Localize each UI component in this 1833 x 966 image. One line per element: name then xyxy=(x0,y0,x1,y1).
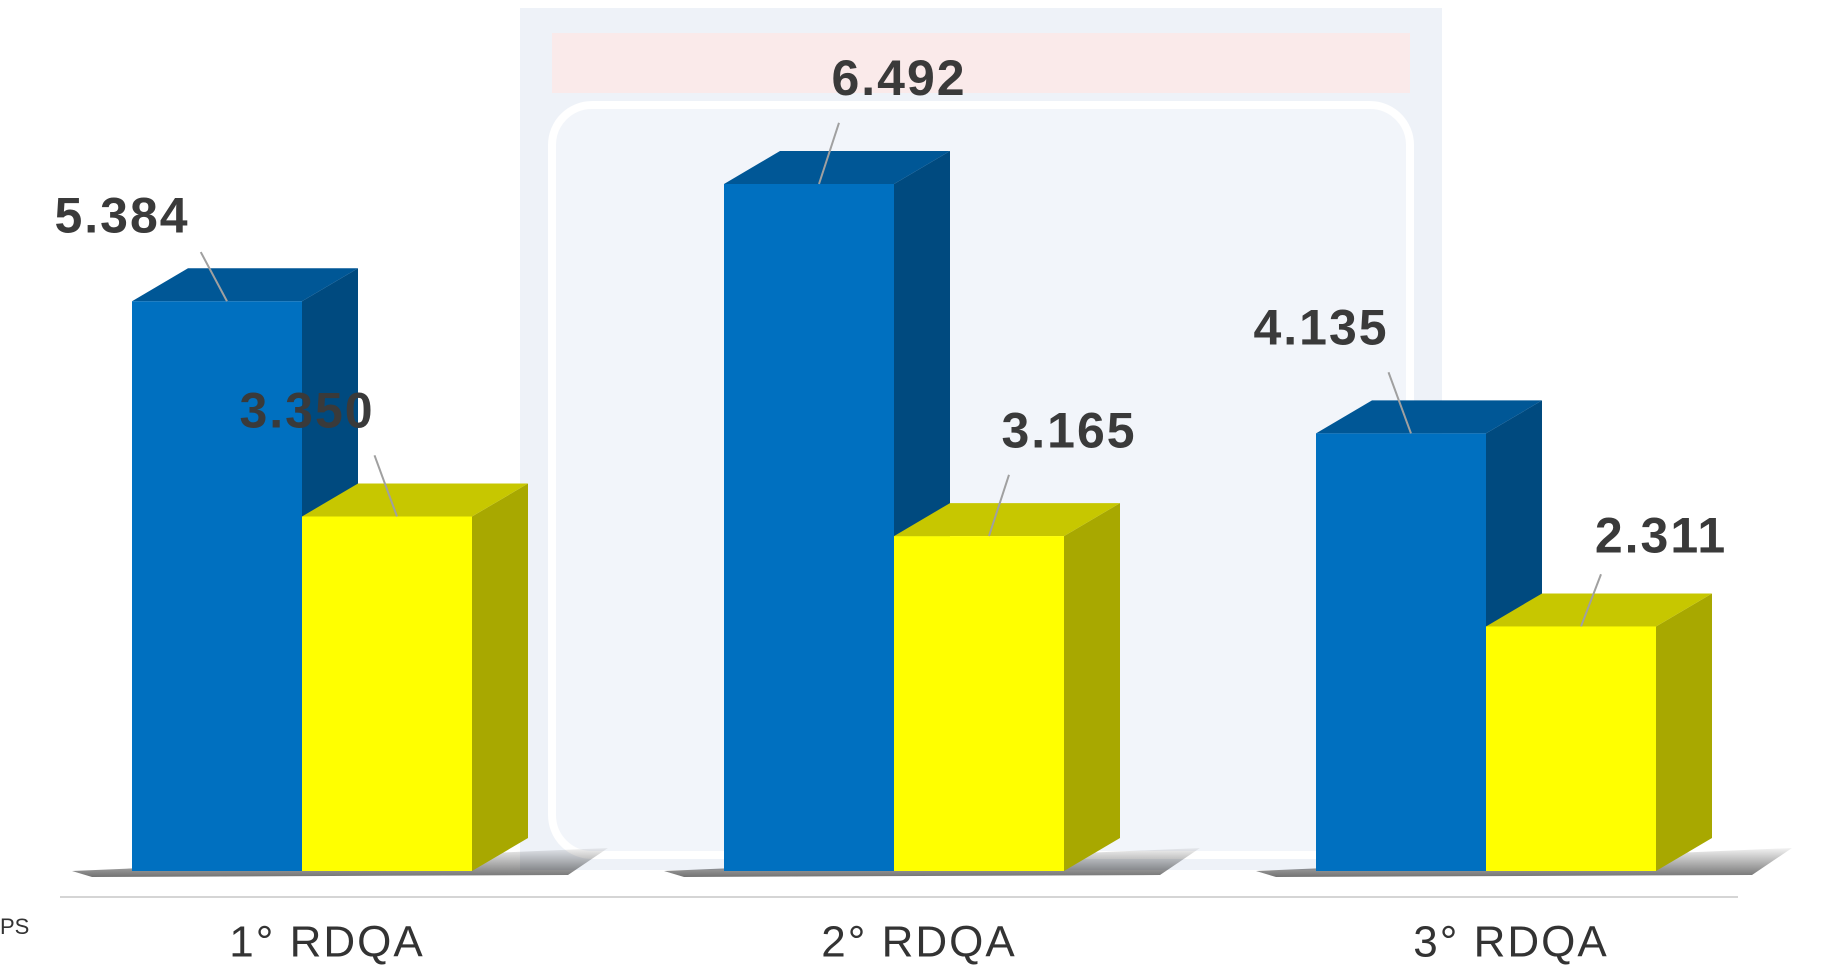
bar-top xyxy=(132,268,358,302)
leader-line xyxy=(199,251,228,302)
bar xyxy=(724,184,894,871)
x-tick-label: 2° RDQA xyxy=(821,918,1016,966)
bar-top xyxy=(1316,400,1542,434)
bar-top xyxy=(1486,593,1712,627)
bar xyxy=(894,536,1064,871)
value-label: 6.492 xyxy=(831,50,966,106)
bar-top xyxy=(302,483,528,517)
bar-top xyxy=(894,503,1120,537)
bar-side xyxy=(472,483,528,871)
bar xyxy=(302,516,472,871)
value-label: 3.165 xyxy=(1001,402,1136,458)
leader-line xyxy=(1580,573,1602,627)
leader-line xyxy=(373,454,398,517)
bar-side xyxy=(1064,503,1120,871)
value-label: 5.384 xyxy=(54,187,189,243)
bar xyxy=(1316,433,1486,871)
leader-line xyxy=(818,122,840,185)
bar xyxy=(1486,626,1656,871)
leader-line xyxy=(988,474,1010,537)
value-label: 2.311 xyxy=(1595,508,1727,564)
bar-top xyxy=(724,151,950,184)
value-label: 3.350 xyxy=(239,383,374,439)
bar xyxy=(132,301,302,872)
annotation: PS xyxy=(0,914,29,939)
x-tick-label: 3° RDQA xyxy=(1413,918,1608,966)
value-label: 4.135 xyxy=(1253,300,1388,356)
x-tick-label: 1° RDQA xyxy=(229,918,424,966)
leader-line xyxy=(1387,371,1412,434)
bar-side xyxy=(1656,593,1712,871)
